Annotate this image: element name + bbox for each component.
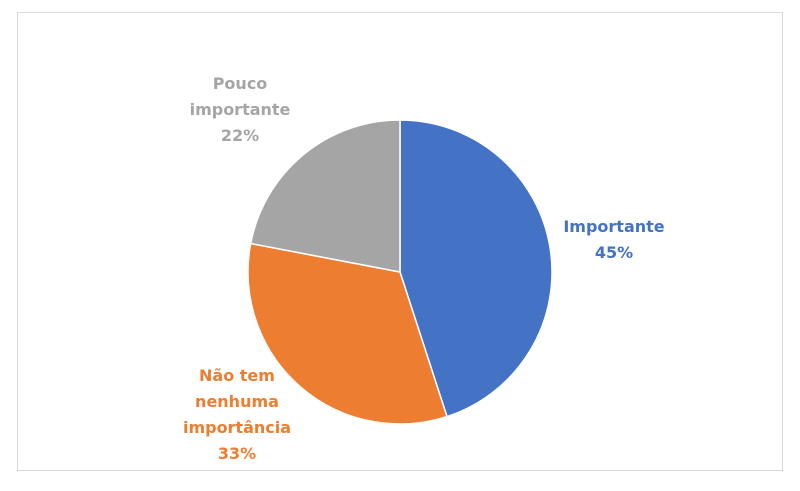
pie-slice [399, 119, 553, 418]
value-label: 45% [594, 243, 634, 262]
pie-slice [249, 119, 401, 273]
slice-label: Pouco importante 22% [181, 71, 299, 149]
category-label: Pouco importante [189, 74, 291, 119]
category-label: Importante [563, 217, 665, 236]
value-label: 33% [217, 444, 257, 463]
slice-label: Não tem nenhuma importância 33% [178, 363, 296, 467]
slice-label: Importante 45% [555, 214, 673, 266]
value-label: 22% [220, 126, 260, 145]
pie-slice [247, 242, 448, 425]
category-label: Não tem nenhuma importância [182, 366, 292, 437]
